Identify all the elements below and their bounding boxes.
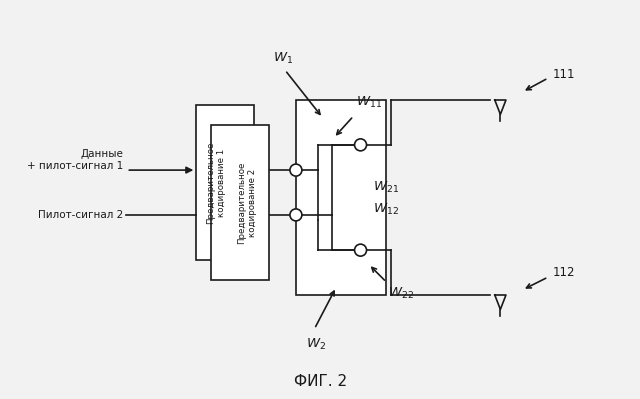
Text: 112: 112 [552,267,575,280]
Circle shape [290,164,302,176]
Circle shape [355,139,367,151]
Text: 111: 111 [552,67,575,81]
Bar [196,105,254,260]
Bar [296,100,386,295]
Text: $W_{21}$: $W_{21}$ [372,180,399,195]
Circle shape [290,209,302,221]
Text: ФИГ. 2: ФИГ. 2 [294,375,348,389]
Text: Предварительное
кодирование 1: Предварительное кодирование 1 [206,141,226,224]
Bar [211,125,269,280]
Text: $W_{12}$: $W_{12}$ [372,202,399,217]
Text: $W_{22}$: $W_{22}$ [388,286,414,301]
Text: Предварительное
кодирование 2: Предварительное кодирование 2 [237,161,257,244]
Text: $W_{11}$: $W_{11}$ [356,95,381,110]
Circle shape [355,244,367,256]
Text: $W_1$: $W_1$ [273,51,293,66]
Text: $W_2$: $W_2$ [307,337,326,352]
Text: Пилот-сигнал 2: Пилот-сигнал 2 [38,210,124,220]
Text: Данные
+ пилот-сигнал 1: Данные + пилот-сигнал 1 [27,149,124,171]
